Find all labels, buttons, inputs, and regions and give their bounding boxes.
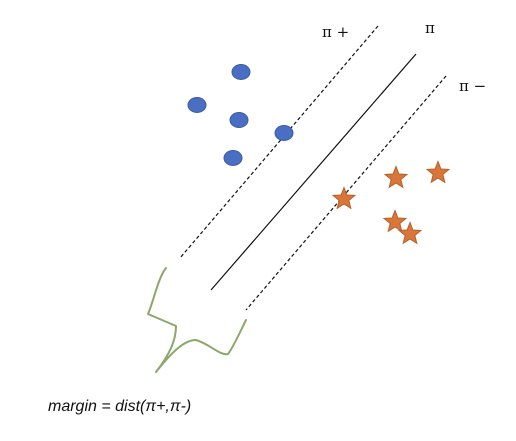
negative-points — [331, 160, 451, 245]
margin-brace — [147, 267, 247, 373]
positive-point — [231, 64, 251, 80]
negative-point — [425, 160, 451, 184]
pi-plus-line — [179, 25, 379, 259]
positive-point — [187, 97, 207, 113]
negative-point — [397, 221, 423, 245]
positive-point — [274, 125, 294, 141]
pi-label: π — [425, 19, 435, 37]
positive-point — [229, 112, 249, 128]
positive-points — [187, 64, 294, 166]
pi-minus-label: π − — [459, 77, 486, 95]
margin-formula: margin = dist(π+,π-) — [48, 398, 191, 415]
positive-point — [223, 150, 243, 166]
negative-point — [383, 165, 409, 189]
negative-point — [382, 209, 408, 233]
pi-line — [210, 53, 417, 291]
pi-minus-line — [245, 75, 447, 311]
negative-point — [331, 186, 357, 210]
pi-plus-label: π + — [322, 23, 349, 41]
